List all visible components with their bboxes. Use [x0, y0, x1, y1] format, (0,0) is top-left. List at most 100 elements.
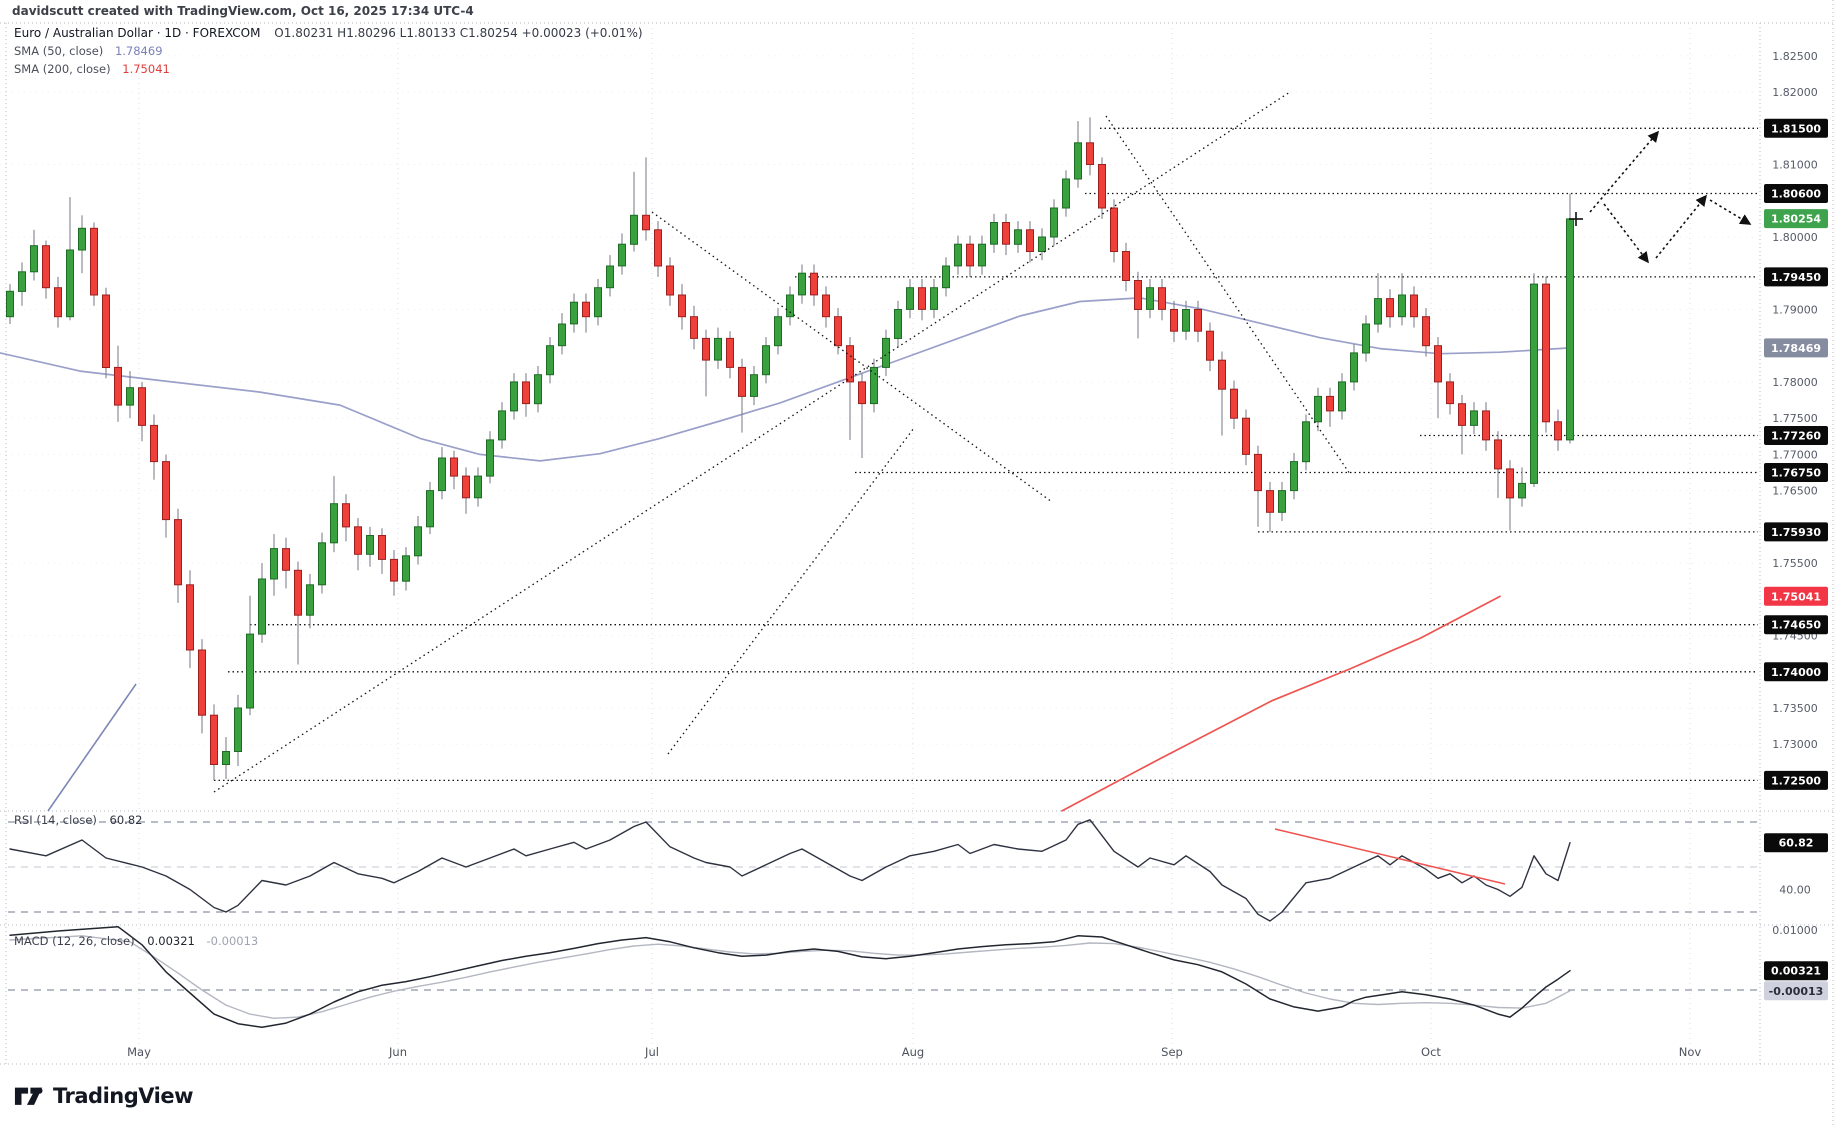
candle[interactable] [618, 233, 626, 275]
candle[interactable] [30, 229, 38, 281]
candle[interactable] [222, 737, 230, 779]
dotted-trendline[interactable] [213, 91, 1291, 793]
candle[interactable] [1434, 337, 1442, 419]
candle[interactable] [738, 358, 746, 433]
candle[interactable] [1410, 286, 1418, 328]
month-label[interactable]: Jun [388, 1045, 407, 1059]
candle[interactable] [990, 213, 998, 253]
projection-arrow[interactable] [1589, 130, 1660, 213]
candle[interactable] [258, 563, 266, 643]
candle[interactable] [198, 639, 206, 734]
projection-arrow[interactable] [1603, 203, 1649, 264]
candle[interactable] [18, 262, 26, 306]
candle[interactable] [1386, 289, 1394, 328]
candle[interactable] [210, 704, 218, 781]
candle[interactable] [1470, 402, 1478, 435]
candle[interactable] [546, 337, 554, 384]
candle[interactable] [342, 494, 350, 542]
candle[interactable] [330, 476, 338, 553]
candle[interactable] [1050, 199, 1058, 246]
candle[interactable] [1122, 242, 1130, 292]
candle[interactable] [1134, 271, 1142, 339]
candle[interactable] [1506, 460, 1514, 531]
candle[interactable] [6, 284, 14, 324]
candle[interactable] [642, 157, 650, 241]
candle[interactable] [1566, 193, 1574, 444]
candle[interactable] [666, 257, 674, 306]
candle[interactable] [414, 516, 422, 565]
month-label[interactable]: Oct [1421, 1045, 1441, 1059]
month-label[interactable]: Aug [902, 1045, 924, 1059]
month-label[interactable]: Nov [1679, 1045, 1702, 1059]
candle[interactable] [534, 366, 542, 413]
candle[interactable] [402, 547, 410, 591]
candle[interactable] [126, 371, 134, 419]
candle[interactable] [378, 528, 386, 574]
candle[interactable] [1038, 228, 1046, 261]
candle[interactable] [1530, 273, 1538, 487]
candle[interactable] [1158, 279, 1166, 321]
candle[interactable] [498, 402, 506, 449]
candle[interactable] [1422, 308, 1430, 357]
candle[interactable] [354, 518, 362, 571]
candle[interactable] [1074, 121, 1082, 188]
candle[interactable] [894, 300, 902, 348]
month-label[interactable]: Jul [644, 1045, 659, 1059]
candle[interactable] [162, 454, 170, 538]
candle[interactable] [1194, 300, 1202, 343]
candle[interactable] [306, 573, 314, 629]
candle[interactable] [630, 171, 638, 252]
candle[interactable] [1290, 452, 1298, 500]
candle[interactable] [426, 481, 434, 535]
candle[interactable] [726, 331, 734, 379]
candle[interactable] [510, 373, 518, 420]
candle[interactable] [1110, 199, 1118, 263]
candle[interactable] [78, 215, 86, 274]
month-label[interactable]: May [127, 1045, 151, 1059]
candle[interactable] [102, 287, 110, 379]
candle[interactable] [558, 313, 566, 355]
drawn-annotations[interactable] [47, 91, 1752, 812]
candle[interactable] [66, 197, 74, 321]
candle[interactable] [1518, 467, 1526, 507]
candle[interactable] [954, 235, 962, 275]
candle[interactable] [834, 308, 842, 355]
candle[interactable] [150, 414, 158, 480]
candle[interactable] [606, 255, 614, 297]
candle[interactable] [714, 327, 722, 369]
candle[interactable] [1218, 351, 1226, 436]
candle[interactable] [1482, 402, 1490, 451]
candle[interactable] [1458, 395, 1466, 455]
candle[interactable] [882, 329, 890, 377]
candle[interactable] [450, 450, 458, 490]
candle[interactable] [1026, 221, 1034, 263]
candle[interactable] [1326, 387, 1334, 427]
candle[interactable] [246, 595, 254, 716]
candle[interactable] [1314, 387, 1322, 432]
candle[interactable] [786, 286, 794, 326]
candle[interactable] [690, 305, 698, 350]
candle[interactable] [282, 537, 290, 589]
candle[interactable] [1374, 273, 1382, 333]
candle[interactable] [570, 293, 578, 333]
candle[interactable] [138, 381, 146, 442]
candle[interactable] [366, 526, 374, 567]
candle[interactable] [1062, 170, 1070, 217]
candle[interactable] [1086, 117, 1094, 176]
candle[interactable] [762, 337, 770, 384]
candle[interactable] [594, 279, 602, 326]
projection-arrow[interactable] [1655, 194, 1708, 259]
candle[interactable] [798, 264, 806, 304]
candle[interactable] [678, 284, 686, 330]
candle[interactable] [1302, 414, 1310, 471]
candle[interactable] [1338, 373, 1346, 420]
candle[interactable] [1446, 373, 1454, 415]
candle[interactable] [930, 279, 938, 319]
candle[interactable] [90, 222, 98, 306]
candle[interactable] [654, 221, 662, 277]
candle[interactable] [918, 279, 926, 321]
candle[interactable] [1542, 276, 1550, 433]
candle[interactable] [294, 561, 302, 665]
candle[interactable] [474, 467, 482, 507]
